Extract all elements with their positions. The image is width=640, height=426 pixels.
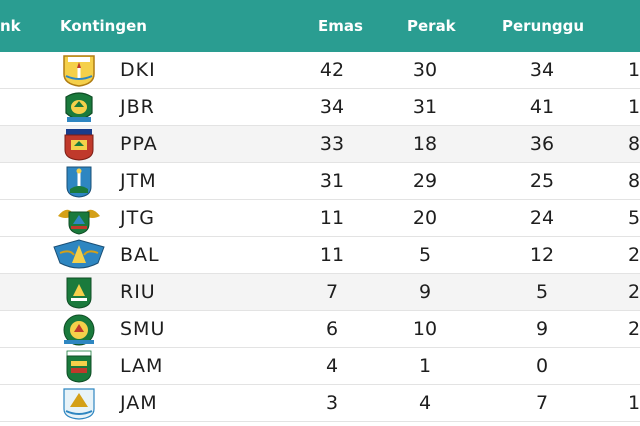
table-header: nk Kontingen Emas Perak Perunggu xyxy=(0,0,640,52)
emas-count: 11 xyxy=(319,244,345,266)
total-count: 8 xyxy=(628,170,640,192)
perak-count: 5 xyxy=(418,244,432,266)
emas-header[interactable]: Emas xyxy=(318,17,363,35)
total-count: 2 xyxy=(628,244,640,266)
perak-count: 1 xyxy=(418,355,432,377)
total-count: 2 xyxy=(628,318,640,340)
kontingen-code: JTG xyxy=(120,207,155,229)
bali-emblem-icon xyxy=(53,239,105,269)
jawa-tengah-emblem-icon xyxy=(58,209,100,235)
table-row[interactable]: JAM 3 4 7 1 xyxy=(0,385,640,422)
emas-count: 4 xyxy=(325,355,339,377)
papua-emblem-icon xyxy=(64,129,94,161)
table-row[interactable]: JBR 34 31 41 1 xyxy=(0,89,640,126)
lampung-emblem-icon xyxy=(66,350,92,383)
perunggu-count: 7 xyxy=(535,392,549,414)
kontingen-code: PPA xyxy=(120,133,158,155)
perunggu-count: 41 xyxy=(529,96,555,118)
emas-count: 34 xyxy=(319,96,345,118)
dki-jakarta-emblem-icon xyxy=(63,55,95,87)
emas-count: 3 xyxy=(325,392,339,414)
emas-count: 11 xyxy=(319,207,345,229)
kontingen-code: LAM xyxy=(120,355,164,377)
riau-emblem-icon xyxy=(66,277,92,309)
perunggu-count: 24 xyxy=(529,207,555,229)
table-row[interactable]: JTG 11 20 24 5 xyxy=(0,200,640,237)
total-count: 8 xyxy=(628,133,640,155)
kontingen-code: BAL xyxy=(120,244,160,266)
perak-count: 29 xyxy=(412,170,438,192)
jambi-emblem-icon xyxy=(63,388,95,420)
sumatera-utara-emblem-icon xyxy=(63,314,95,346)
perak-count: 9 xyxy=(418,281,432,303)
kontingen-code: JTM xyxy=(120,170,157,192)
jawa-timur-emblem-icon xyxy=(66,166,92,198)
emas-count: 33 xyxy=(319,133,345,155)
perunggu-count: 12 xyxy=(529,244,555,266)
emas-count: 7 xyxy=(325,281,339,303)
table-row[interactable]: BAL 11 5 12 2 xyxy=(0,237,640,274)
table-row[interactable]: SMU 6 10 9 2 xyxy=(0,311,640,348)
table-row[interactable]: DKI 42 30 34 1 xyxy=(0,52,640,89)
total-count: 1 xyxy=(628,96,640,118)
kontingen-code: DKI xyxy=(120,59,156,81)
table-row[interactable]: RIU 7 9 5 2 xyxy=(0,274,640,311)
kontingen-header[interactable]: Kontingen xyxy=(60,17,147,35)
perak-count: 18 xyxy=(412,133,438,155)
perak-count: 4 xyxy=(418,392,432,414)
table-row[interactable]: PPA 33 18 36 8 xyxy=(0,126,640,163)
perak-count: 20 xyxy=(412,207,438,229)
perunggu-header[interactable]: Perunggu xyxy=(502,17,585,35)
total-count: 1 xyxy=(628,59,640,81)
kontingen-code: RIU xyxy=(120,281,156,303)
perak-count: 10 xyxy=(412,318,438,340)
total-count: 1 xyxy=(628,392,640,414)
kontingen-code: JAM xyxy=(120,392,158,414)
rank-header[interactable]: nk xyxy=(0,17,21,35)
kontingen-code: SMU xyxy=(120,318,166,340)
total-count: 5 xyxy=(628,207,640,229)
jawa-barat-emblem-icon xyxy=(65,92,93,122)
emas-count: 42 xyxy=(319,59,345,81)
perunggu-count: 0 xyxy=(535,355,549,377)
perunggu-count: 25 xyxy=(529,170,555,192)
perunggu-count: 36 xyxy=(529,133,555,155)
perunggu-count: 9 xyxy=(535,318,549,340)
total-count: 2 xyxy=(628,281,640,303)
kontingen-code: JBR xyxy=(120,96,155,118)
total-count xyxy=(628,348,640,385)
perak-header[interactable]: Perak xyxy=(407,17,456,35)
table-row[interactable]: LAM 4 1 0 xyxy=(0,348,640,385)
perak-count: 30 xyxy=(412,59,438,81)
perak-count: 31 xyxy=(412,96,438,118)
perunggu-count: 34 xyxy=(529,59,555,81)
perunggu-count: 5 xyxy=(535,281,549,303)
table-row[interactable]: JTM 31 29 25 8 xyxy=(0,163,640,200)
emas-count: 31 xyxy=(319,170,345,192)
emas-count: 6 xyxy=(325,318,339,340)
